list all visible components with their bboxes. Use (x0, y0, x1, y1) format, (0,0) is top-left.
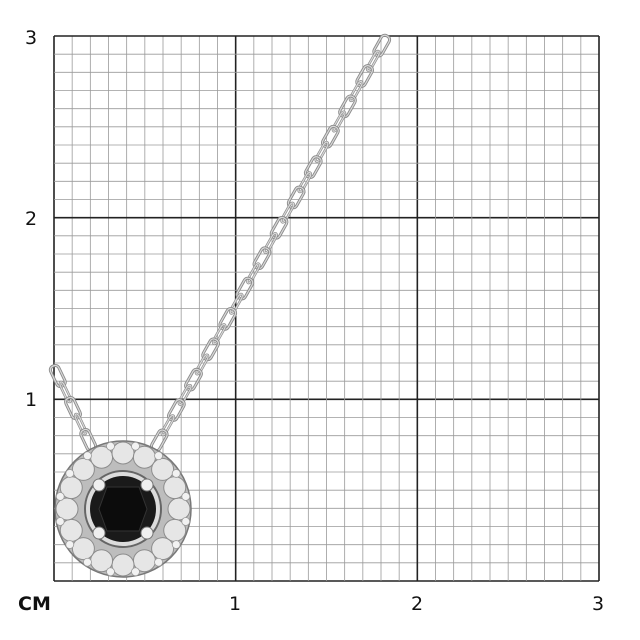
chain-link-highlight (161, 414, 175, 436)
halo-bead (154, 451, 163, 461)
chain-link-highlight (195, 354, 209, 375)
unit-label: CM (18, 593, 51, 615)
chain-link-highlight (185, 368, 202, 391)
y-tick-3: 3 (25, 27, 37, 49)
prong (140, 478, 154, 492)
chain-link-highlight (59, 381, 72, 403)
chain-link-highlight (263, 232, 278, 254)
y-tick-2: 2 (25, 208, 37, 230)
halo-diamond (71, 457, 95, 481)
chain-link-highlight (356, 65, 374, 87)
chain-link-highlight (349, 80, 363, 102)
halo-bead (171, 469, 181, 478)
chain-link-highlight (253, 247, 271, 270)
halo-bead (106, 567, 115, 577)
halo-diamond (71, 537, 95, 561)
x-tick-3: 3 (592, 593, 604, 615)
x-tick-1: 1 (229, 593, 241, 615)
halo-bead (131, 567, 140, 577)
halo-bead (181, 517, 191, 526)
chain-link-highlight (321, 125, 339, 148)
halo-bead (106, 441, 115, 451)
prong (92, 478, 106, 492)
halo-diamond (151, 537, 175, 561)
halo-bead (154, 557, 163, 567)
prong (140, 526, 154, 540)
halo-bead (55, 492, 65, 501)
halo-bead (83, 451, 92, 461)
stone-facet (98, 486, 148, 532)
chain-link-highlight (178, 384, 192, 406)
chain-link-highlight (287, 186, 305, 209)
halo-bead (171, 540, 181, 549)
chain-link-highlight (304, 156, 322, 179)
chain-link-highlight (64, 396, 82, 420)
chain-link-highlight (332, 111, 346, 132)
halo-bead (65, 469, 75, 478)
halo-diamond (167, 497, 191, 521)
halo-diamond (111, 553, 135, 577)
chain-link-highlight (167, 399, 185, 421)
chain-link-highlight (246, 263, 261, 284)
chain-link-highlight (280, 202, 295, 223)
chain-link-highlight (74, 413, 87, 435)
halo-bead (55, 517, 65, 526)
chain-link-highlight (229, 293, 243, 315)
prong (92, 526, 106, 540)
chain-link-highlight (373, 34, 391, 57)
chain-link-highlight (315, 141, 329, 163)
necklace-chain (48, 33, 392, 453)
pendant (54, 440, 192, 578)
halo-bead (83, 557, 92, 567)
chain-link-highlight (49, 364, 66, 388)
halo-diamond (111, 441, 135, 465)
chain-link-highlight (270, 216, 288, 239)
chain-link-highlight (236, 277, 254, 300)
halo-diamond (151, 457, 175, 481)
y-tick-1: 1 (25, 389, 37, 411)
chain-link-highlight (298, 171, 312, 193)
chain-link-highlight (202, 338, 220, 361)
chain-link-highlight (339, 95, 356, 118)
x-tick-2: 2 (411, 593, 423, 615)
chain-link-highlight (366, 50, 380, 72)
halo-bead (65, 540, 75, 549)
chain-link-highlight (219, 307, 237, 330)
halo-bead (131, 441, 140, 451)
halo-diamond (55, 497, 79, 521)
chain-link-highlight (212, 323, 226, 345)
halo-bead (181, 492, 191, 501)
